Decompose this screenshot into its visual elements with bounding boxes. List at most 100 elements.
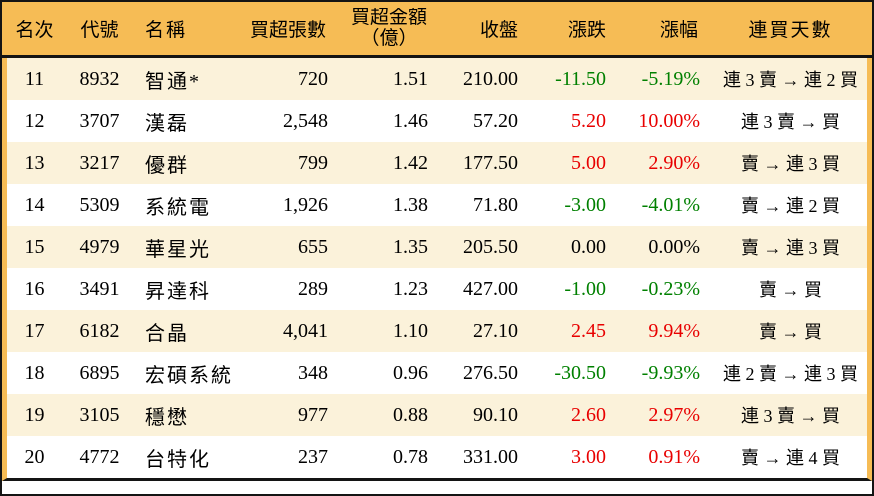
cell-change: 2.60 <box>571 403 606 426</box>
cell-pct: 2.97% <box>648 403 700 426</box>
table-header: 名次 代號 名稱 買超張數 買超金額 （億） 收盤 漲跌 漲幅 連買天數 <box>2 2 872 58</box>
header-cell-close: 收盤 <box>479 20 518 41</box>
cell-rank: 20 <box>24 445 45 468</box>
cell-close: 27.10 <box>473 319 518 342</box>
header-cell-volume: 買超張數 <box>249 20 326 41</box>
table-row: 20 4772 台特化 237 0.78 331.00 3.00 0.91% 賣 → 連 4 買 <box>7 436 867 478</box>
cell-pct: 10.00% <box>638 109 700 132</box>
cell-amount: 0.96 <box>393 361 428 384</box>
cell-name: 昇達科 <box>145 280 211 303</box>
cell-code: 3491 <box>79 277 120 300</box>
header-cell-name: 名稱 <box>145 20 188 41</box>
header-cell-code: 代號 <box>80 20 119 41</box>
header-cell-rank: 名次 <box>15 20 54 41</box>
cell-close: 57.20 <box>473 109 518 132</box>
cell-pct: 0.00% <box>648 235 700 258</box>
cell-pct: 2.90% <box>648 151 700 174</box>
cell-change: 5.00 <box>571 151 606 174</box>
cell-change: 5.20 <box>571 109 606 132</box>
cell-amount: 1.10 <box>393 319 428 342</box>
cell-days: 賣 → 買 <box>759 322 822 342</box>
cell-rank: 11 <box>24 67 45 90</box>
cell-change: -30.50 <box>554 361 606 384</box>
table-row: 18 6895 宏碩系統 348 0.96 276.50 -30.50 -9.93% 連 2 賣… <box>7 352 867 394</box>
cell-amount: 0.78 <box>393 445 428 468</box>
cell-rank: 14 <box>24 193 45 216</box>
cell-close: 427.00 <box>463 277 518 300</box>
cell-change: -11.50 <box>555 67 606 90</box>
table-row: 13 3217 優群 799 1.42 177.50 5.00 2.90% 賣 → 連 3 買 <box>7 142 867 184</box>
table-row: 11 8932 智通* 720 1.51 210.00 -11.50 -5.19% 連 3 賣 … <box>7 58 867 100</box>
cell-name: 智通* <box>145 70 201 93</box>
header-cell-change: 漲跌 <box>567 20 606 41</box>
cell-close: 210.00 <box>463 67 518 90</box>
cell-days: 連 3 賣 → 連 2 買 <box>723 70 858 90</box>
table-row: 17 6182 合晶 4,041 1.10 27.10 2.45 9.94% 賣 → 買 <box>7 310 867 352</box>
cell-change: -1.00 <box>564 277 606 300</box>
cell-days: 連 2 賣 → 連 3 買 <box>723 364 858 384</box>
cell-amount: 1.51 <box>393 67 428 90</box>
cell-change: 0.00 <box>571 235 606 258</box>
cell-days: 賣 → 連 3 買 <box>741 238 840 258</box>
cell-rank: 16 <box>24 277 45 300</box>
table-row: 15 4979 華星光 655 1.35 205.50 0.00 0.00% 賣 → 連 3 買 <box>7 226 867 268</box>
cell-close: 331.00 <box>463 445 518 468</box>
cell-close: 177.50 <box>463 151 518 174</box>
cell-rank: 12 <box>24 109 45 132</box>
header-amount-line1: 買超金額 <box>350 7 427 28</box>
cell-rank: 15 <box>24 235 45 258</box>
cell-code: 6895 <box>79 361 120 384</box>
cell-name: 台特化 <box>145 448 211 471</box>
header-cell-days: 連買天數 <box>748 20 833 41</box>
cell-days: 賣 → 買 <box>759 280 822 300</box>
cell-volume: 4,041 <box>283 319 328 342</box>
header-cell-amount: 買超金額 （億） <box>342 8 442 49</box>
cell-amount: 1.46 <box>393 109 428 132</box>
cell-volume: 2,548 <box>283 109 328 132</box>
cell-amount: 1.35 <box>393 235 428 258</box>
cell-name: 宏碩系統 <box>145 364 233 387</box>
cell-name: 系統電 <box>145 196 211 219</box>
cell-amount: 0.88 <box>393 403 428 426</box>
cell-pct: -4.01% <box>641 193 700 216</box>
cell-code: 6182 <box>79 319 120 342</box>
header-amount-line2: （億） <box>360 27 418 49</box>
cell-code: 4772 <box>79 445 120 468</box>
cell-pct: 0.91% <box>648 445 700 468</box>
cell-name: 漢磊 <box>145 112 189 135</box>
table-row: 16 3491 昇達科 289 1.23 427.00 -1.00 -0.23% 賣 → 買 <box>7 268 867 310</box>
cell-amount: 1.23 <box>393 277 428 300</box>
cell-days: 連 3 賣 → 買 <box>741 406 840 426</box>
cell-volume: 977 <box>298 403 328 426</box>
cell-pct: -9.93% <box>641 361 700 384</box>
cell-volume: 655 <box>298 235 328 258</box>
table-row: 12 3707 漢磊 2,548 1.46 57.20 5.20 10.00% 連 3 賣 → … <box>7 100 867 142</box>
cell-close: 205.50 <box>463 235 518 258</box>
cell-amount: 1.42 <box>393 151 428 174</box>
cell-close: 71.80 <box>473 193 518 216</box>
cell-volume: 289 <box>298 277 328 300</box>
cell-days: 連 3 賣 → 買 <box>741 112 840 132</box>
cell-close: 276.50 <box>463 361 518 384</box>
cell-volume: 348 <box>298 361 328 384</box>
cell-rank: 19 <box>24 403 45 426</box>
cell-amount: 1.38 <box>393 193 428 216</box>
cell-name: 合晶 <box>145 322 189 345</box>
cell-days: 賣 → 連 2 買 <box>741 196 840 216</box>
cell-volume: 237 <box>298 445 328 468</box>
table-row: 19 3105 穩懋 977 0.88 90.10 2.60 2.97% 連 3 賣 → 買 <box>7 394 867 436</box>
cell-code: 4979 <box>79 235 120 258</box>
cell-code: 3105 <box>79 403 120 426</box>
cell-days: 賣 → 連 3 買 <box>741 154 840 174</box>
cell-rank: 17 <box>24 319 45 342</box>
cell-code: 8932 <box>79 67 120 90</box>
table-body: 11 8932 智通* 720 1.51 210.00 -11.50 -5.19% 連 3 賣 … <box>2 58 872 481</box>
cell-change: 3.00 <box>571 445 606 468</box>
cell-volume: 720 <box>298 67 328 90</box>
cell-name: 穩懋 <box>145 406 189 429</box>
cell-pct: -5.19% <box>641 67 700 90</box>
cell-change: -3.00 <box>564 193 606 216</box>
header-cell-pct: 漲幅 <box>659 20 698 41</box>
cell-pct: -0.23% <box>641 277 700 300</box>
cell-pct: 9.94% <box>648 319 700 342</box>
